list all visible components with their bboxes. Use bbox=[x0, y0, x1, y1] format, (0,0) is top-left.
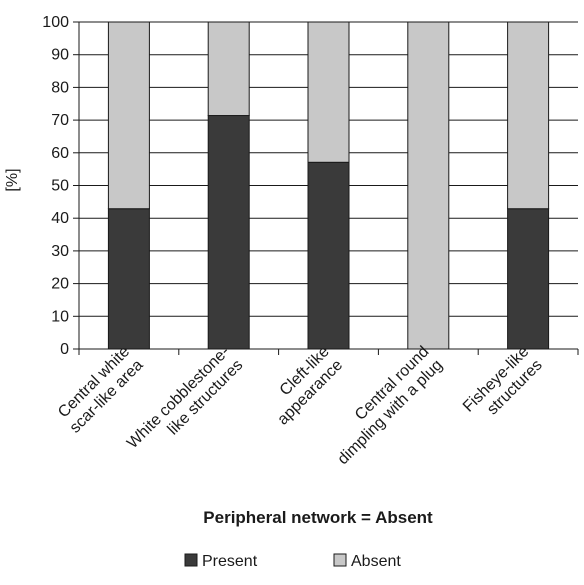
y-tick-label: 90 bbox=[51, 47, 69, 64]
legend-label-present: Present bbox=[202, 553, 258, 570]
y-axis: 0 10 20 30 40 50 60 70 80 90 100 bbox=[42, 14, 80, 358]
x-tick-label: Cleft-likeappearance bbox=[261, 343, 346, 428]
x-axis-title: Peripheral network = Absent bbox=[203, 508, 433, 527]
y-tick-label: 60 bbox=[51, 145, 69, 162]
y-tick-label: 0 bbox=[60, 341, 69, 358]
bar-absent bbox=[307, 21, 350, 163]
legend-swatch-present bbox=[184, 553, 198, 567]
x-tick-label: Fisheye-likestructures bbox=[460, 343, 546, 429]
x-tick-label: White cobblestone-like structures bbox=[124, 343, 246, 465]
y-tick-label: 70 bbox=[51, 112, 69, 129]
x-category-label: Cleft-likeappearance bbox=[261, 343, 346, 428]
bar-absent bbox=[407, 21, 450, 350]
legend: Present Absent bbox=[184, 553, 401, 570]
x-category-label: White cobblestone-like structures bbox=[124, 343, 246, 465]
bar-absent bbox=[107, 21, 150, 210]
bar-present bbox=[507, 208, 550, 350]
y-tick-label: 40 bbox=[51, 210, 69, 227]
legend-swatch-absent bbox=[333, 553, 347, 567]
y-tick-label: 80 bbox=[51, 79, 69, 96]
bar-present bbox=[107, 208, 150, 350]
bar-present bbox=[207, 115, 250, 350]
bar-absent bbox=[207, 21, 250, 117]
x-category-label: Central rounddimpling with a plug bbox=[321, 343, 446, 468]
bar-present bbox=[307, 161, 350, 350]
y-tick-label: 100 bbox=[42, 14, 69, 31]
y-tick-label: 30 bbox=[51, 243, 69, 260]
x-category-label: Fisheye-likestructures bbox=[460, 343, 546, 429]
legend-label-absent: Absent bbox=[351, 553, 401, 570]
bar-absent bbox=[507, 21, 550, 210]
y-tick-label: 50 bbox=[51, 178, 69, 195]
y-axis-title: [%] bbox=[4, 168, 21, 191]
y-tick-label: 20 bbox=[51, 276, 69, 293]
y-tick-label: 10 bbox=[51, 308, 69, 325]
x-tick-label: Central rounddimpling with a plug bbox=[321, 343, 446, 468]
